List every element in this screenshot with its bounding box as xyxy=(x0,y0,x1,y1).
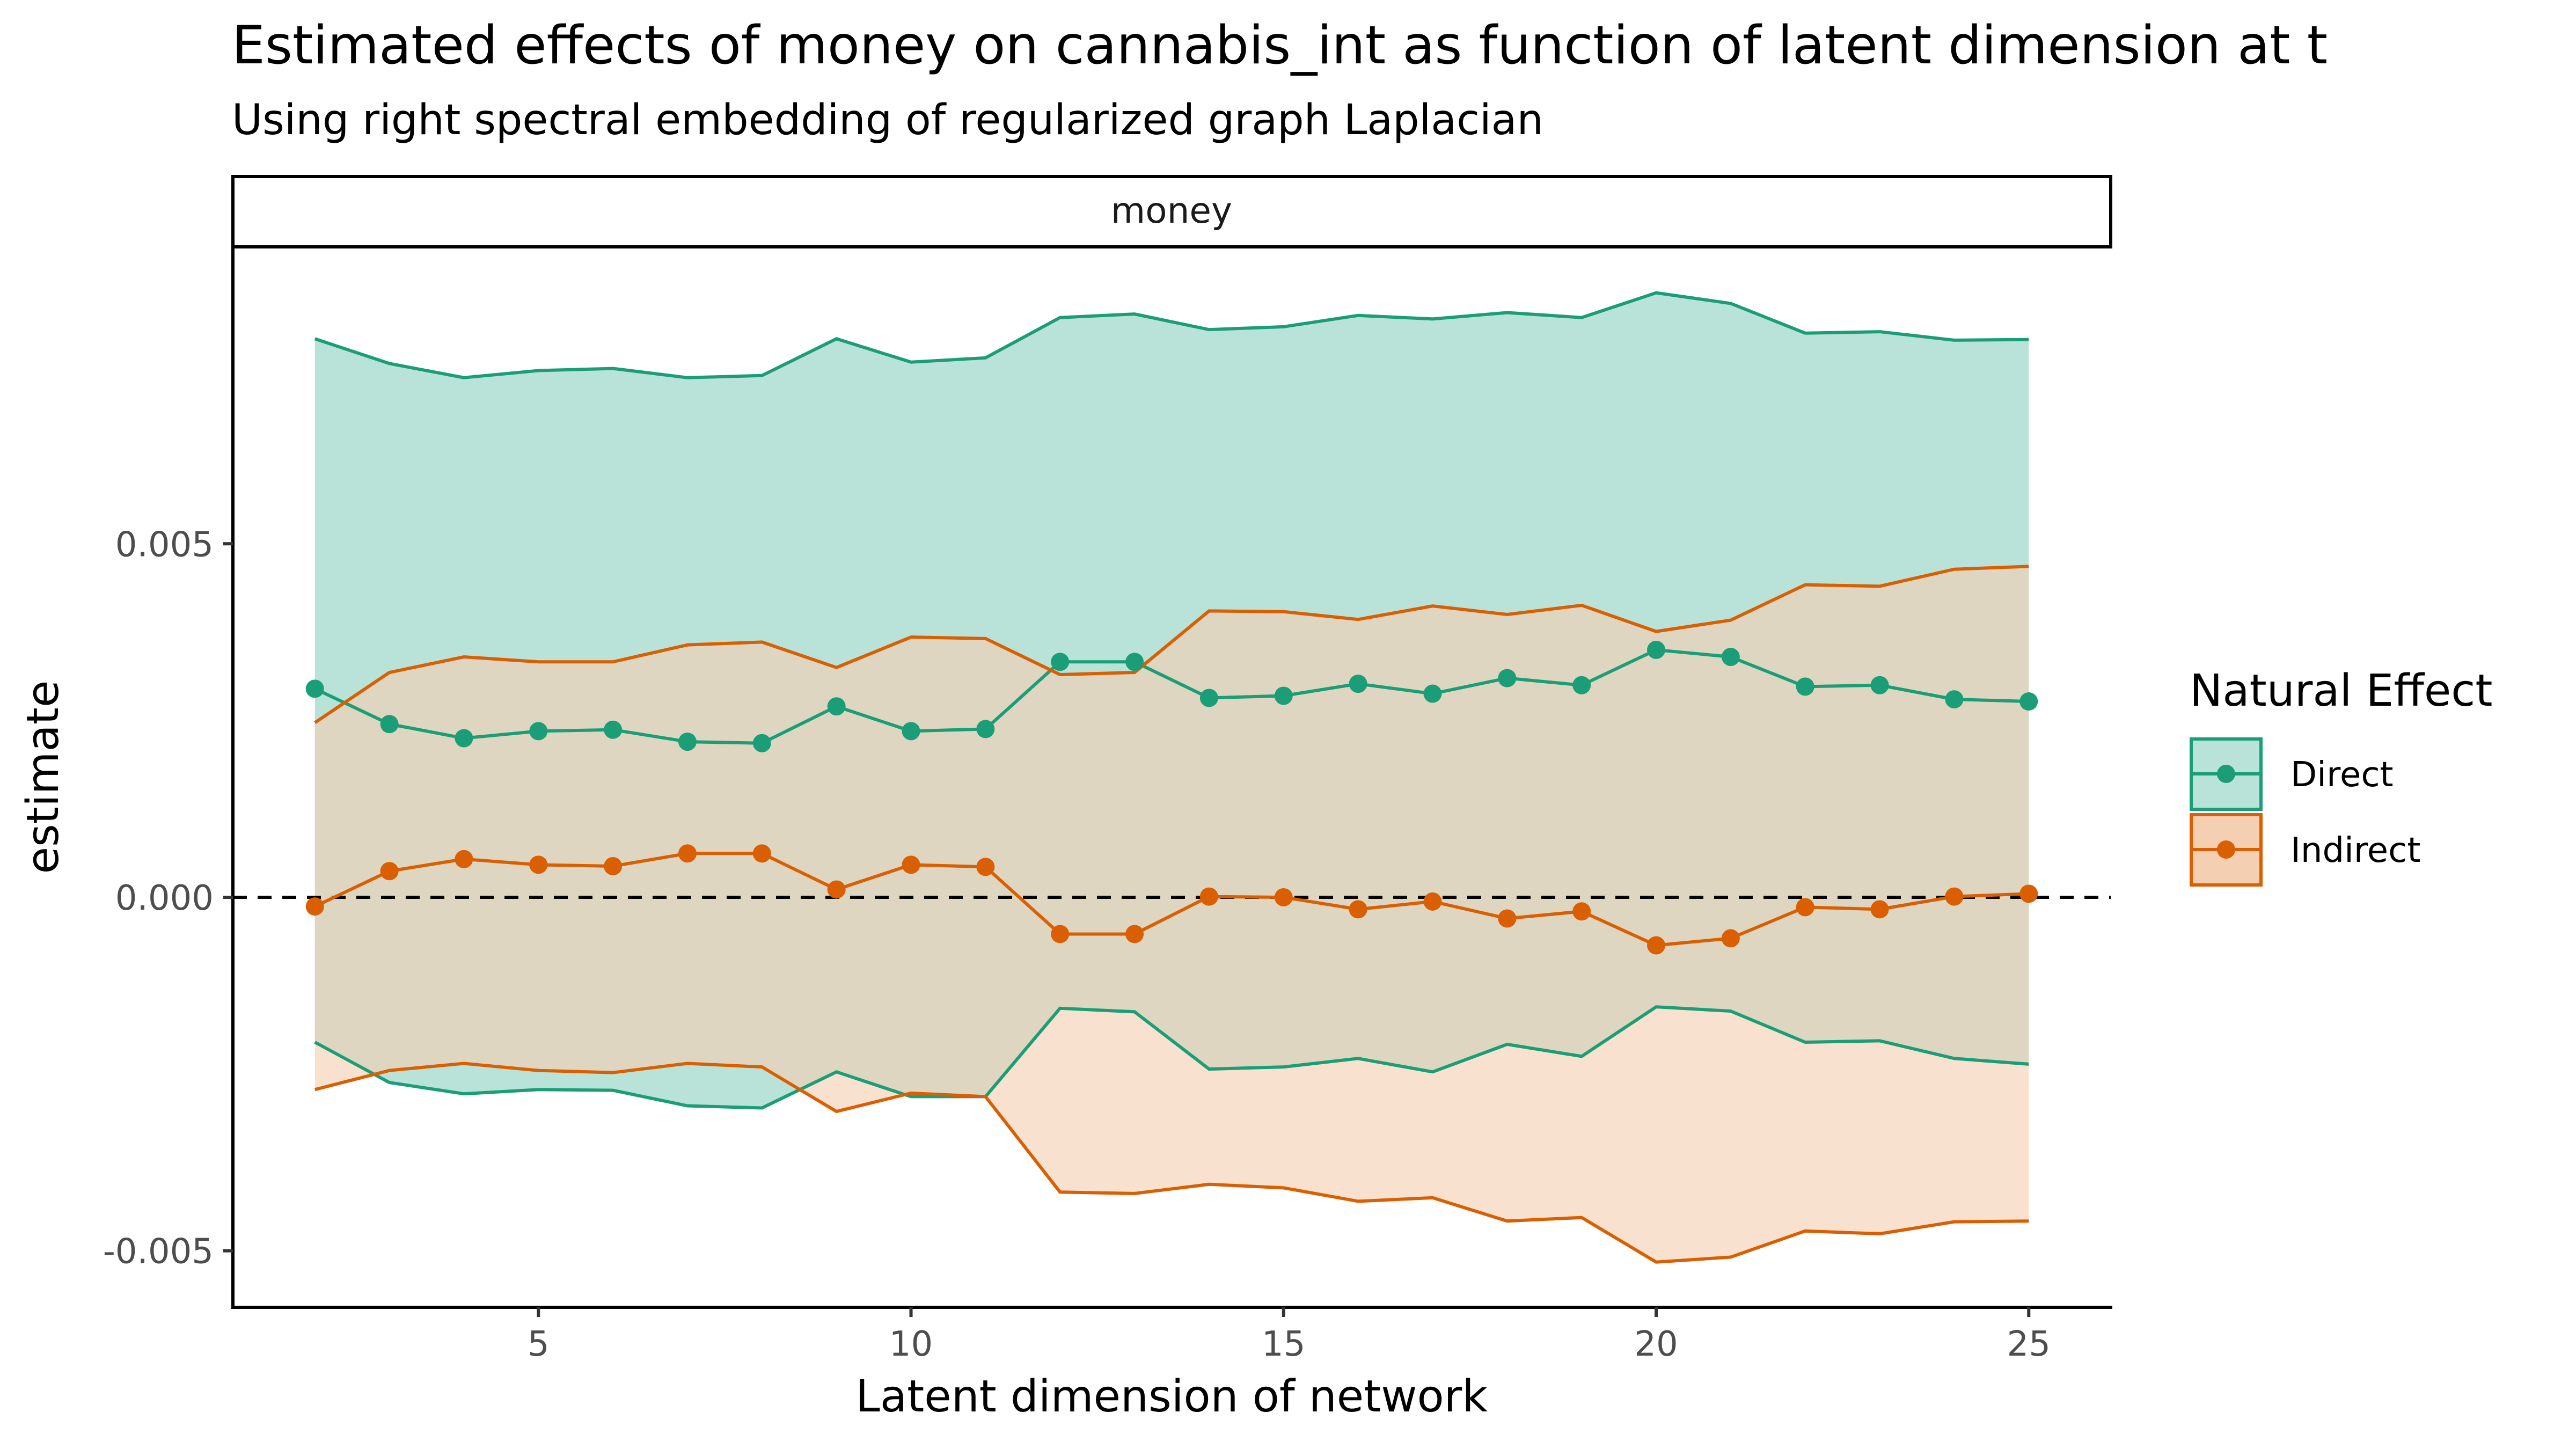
x-tick-label: 10 xyxy=(889,1324,933,1364)
indirect-estimate-point xyxy=(1721,929,1740,948)
indirect-estimate-point xyxy=(678,844,697,863)
direct-estimate-point xyxy=(752,734,771,752)
indirect-estimate-point xyxy=(1199,887,1218,906)
indirect-estimate-point xyxy=(827,880,846,899)
y-axis-ticks: -0.005 0.000 0.005 xyxy=(103,525,233,1272)
point-layer xyxy=(305,640,2038,955)
legend-point-direct xyxy=(2217,765,2235,783)
direct-estimate-line xyxy=(314,648,2029,745)
indirect-lower-bound-line xyxy=(314,1062,2029,1264)
direct-estimate-point xyxy=(1647,640,1666,659)
indirect-estimate-line xyxy=(314,852,2029,947)
plot-panel xyxy=(233,291,2111,1264)
indirect-estimate-point xyxy=(455,850,473,868)
chart-subtitle: Using right spectral embedding of regula… xyxy=(232,96,1543,144)
direct-estimate-point xyxy=(1796,677,1814,696)
x-tick-label: 25 xyxy=(2007,1324,2051,1364)
legend-title: Natural Effect xyxy=(2190,665,2493,716)
indirect-estimate-point xyxy=(1498,909,1517,928)
direct-estimate-point xyxy=(1498,669,1517,687)
x-axis-ticks: 5 10 15 20 25 xyxy=(528,1307,2051,1364)
indirect-estimate-point xyxy=(2019,884,2038,903)
indirect-estimate-point xyxy=(529,855,548,874)
facet-strip xyxy=(231,175,2112,248)
indirect-estimate-point xyxy=(1647,936,1666,955)
direct-estimate-point xyxy=(529,722,548,741)
indirect-estimate-point xyxy=(1572,902,1591,921)
x-tick-label: 15 xyxy=(1262,1324,1305,1364)
direct-estimate-point xyxy=(604,720,623,739)
direct-estimate-point xyxy=(902,722,920,741)
indirect-estimate-point xyxy=(1423,892,1442,911)
indirect-estimate-point xyxy=(604,857,623,875)
direct-estimate-point xyxy=(678,733,697,751)
legend-label-indirect: Indirect xyxy=(2290,831,2420,870)
legend-entries: Direct Indirect xyxy=(2190,737,2420,887)
legend: Natural Effect Direct Indirect xyxy=(2190,665,2493,887)
legend-point-indirect xyxy=(2217,840,2235,859)
legend-label-direct: Direct xyxy=(2290,755,2394,795)
direct-estimate-point xyxy=(1572,676,1591,694)
direct-estimate-point xyxy=(2019,692,2038,711)
indirect-estimate-point xyxy=(902,855,920,874)
y-tick-label: 0.000 xyxy=(115,879,214,918)
direct-estimate-point xyxy=(455,729,473,748)
indirect-estimate-point xyxy=(305,897,324,916)
indirect-estimate-point xyxy=(752,844,771,863)
estimate-line-layer xyxy=(314,291,2029,1264)
indirect-estimate-point xyxy=(1274,888,1293,906)
direct-estimate-point xyxy=(1051,653,1070,671)
indirect-estimate-point xyxy=(976,858,995,876)
y-axis-label: estimate xyxy=(18,680,69,874)
indirect-estimate-point xyxy=(1125,925,1144,943)
chart-title: Estimated effects of money on cannabis_i… xyxy=(232,15,2328,76)
direct-lower-bound-line xyxy=(314,1005,2029,1110)
x-tick-label: 20 xyxy=(1634,1324,1678,1364)
direct-estimate-point xyxy=(380,715,399,734)
indirect-estimate-point xyxy=(1796,898,1814,917)
indirect-estimate-point xyxy=(380,862,399,881)
facet-label: money xyxy=(1111,190,1232,231)
direct-estimate-point xyxy=(1423,684,1442,703)
direct-upper-bound-line xyxy=(314,291,2029,379)
indirect-estimate-point xyxy=(1349,900,1367,919)
direct-estimate-point xyxy=(976,720,995,738)
direct-estimate-point xyxy=(1349,675,1367,693)
x-tick-label: 5 xyxy=(528,1324,550,1364)
direct-estimate-point xyxy=(1125,653,1144,671)
direct-estimate-point xyxy=(305,679,324,698)
x-axis-label: Latent dimension of network xyxy=(855,1371,1488,1422)
indirect-upper-bound-line xyxy=(314,565,2029,724)
direct-estimate-point xyxy=(1199,689,1218,707)
direct-estimate-point xyxy=(827,697,846,716)
direct-estimate-point xyxy=(1274,686,1293,705)
y-tick-label: -0.005 xyxy=(103,1232,214,1272)
indirect-estimate-point xyxy=(1051,925,1070,943)
direct-estimate-point xyxy=(1721,648,1740,667)
indirect-estimate-point xyxy=(1945,887,1964,906)
y-tick-label: 0.005 xyxy=(115,525,214,565)
direct-estimate-point xyxy=(1945,690,1964,709)
ribbon-layer xyxy=(314,292,2029,1262)
indirect-estimate-point xyxy=(1870,900,1889,919)
direct-estimate-point xyxy=(1870,676,1889,694)
